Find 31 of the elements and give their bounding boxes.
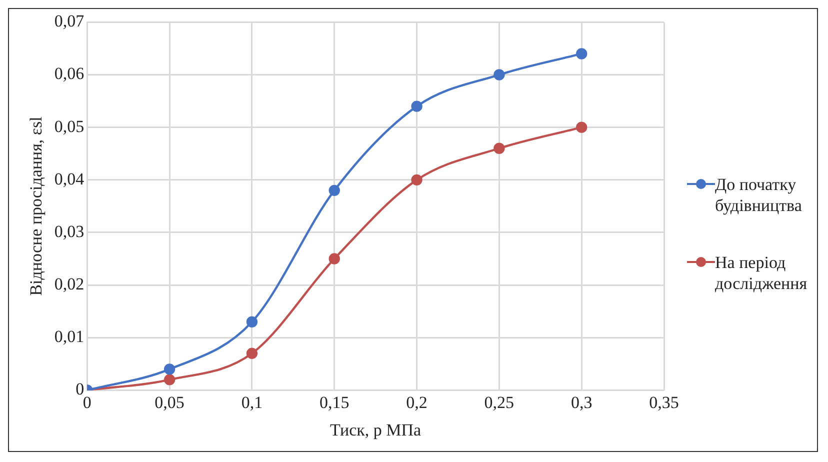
y-tick-label: 0,07 (54, 12, 85, 31)
point (164, 374, 176, 386)
x-axis-title: Тиск, р МПа (330, 420, 422, 440)
point (246, 348, 258, 359)
point (164, 364, 176, 375)
y-tick-label: 0,01 (54, 327, 84, 346)
point (328, 253, 340, 264)
y-tick-label: 0 (76, 380, 84, 399)
x-tick-label: 0,1 (241, 392, 263, 412)
point (576, 122, 588, 133)
x-tick-label: 0,25 (484, 392, 514, 412)
y-axis-title: Відносне просідання, εsl (26, 116, 46, 296)
x-tick-label: 0,05 (154, 392, 184, 412)
point (328, 184, 340, 196)
x-tick-label: 0,3 (570, 392, 592, 412)
point (411, 174, 422, 186)
y-tick-label: 0,04 (54, 169, 85, 188)
x-tick-label: 0,15 (319, 392, 350, 412)
y-tick-label: 0,05 (54, 116, 84, 136)
y-tick-label: 0,02 (54, 274, 84, 294)
point (246, 316, 258, 328)
x-tick-label: 0,2 (406, 392, 428, 412)
point (494, 142, 505, 154)
legend-label: На період дослідження (715, 252, 808, 294)
y-tick-label: 0,03 (54, 222, 84, 241)
y-tick-label: 0,06 (54, 64, 84, 84)
point (411, 100, 422, 112)
x-tick-label: 0,35 (649, 392, 679, 412)
point (576, 48, 588, 60)
point (494, 69, 505, 80)
legend-label: До початку будівництва (715, 174, 803, 216)
